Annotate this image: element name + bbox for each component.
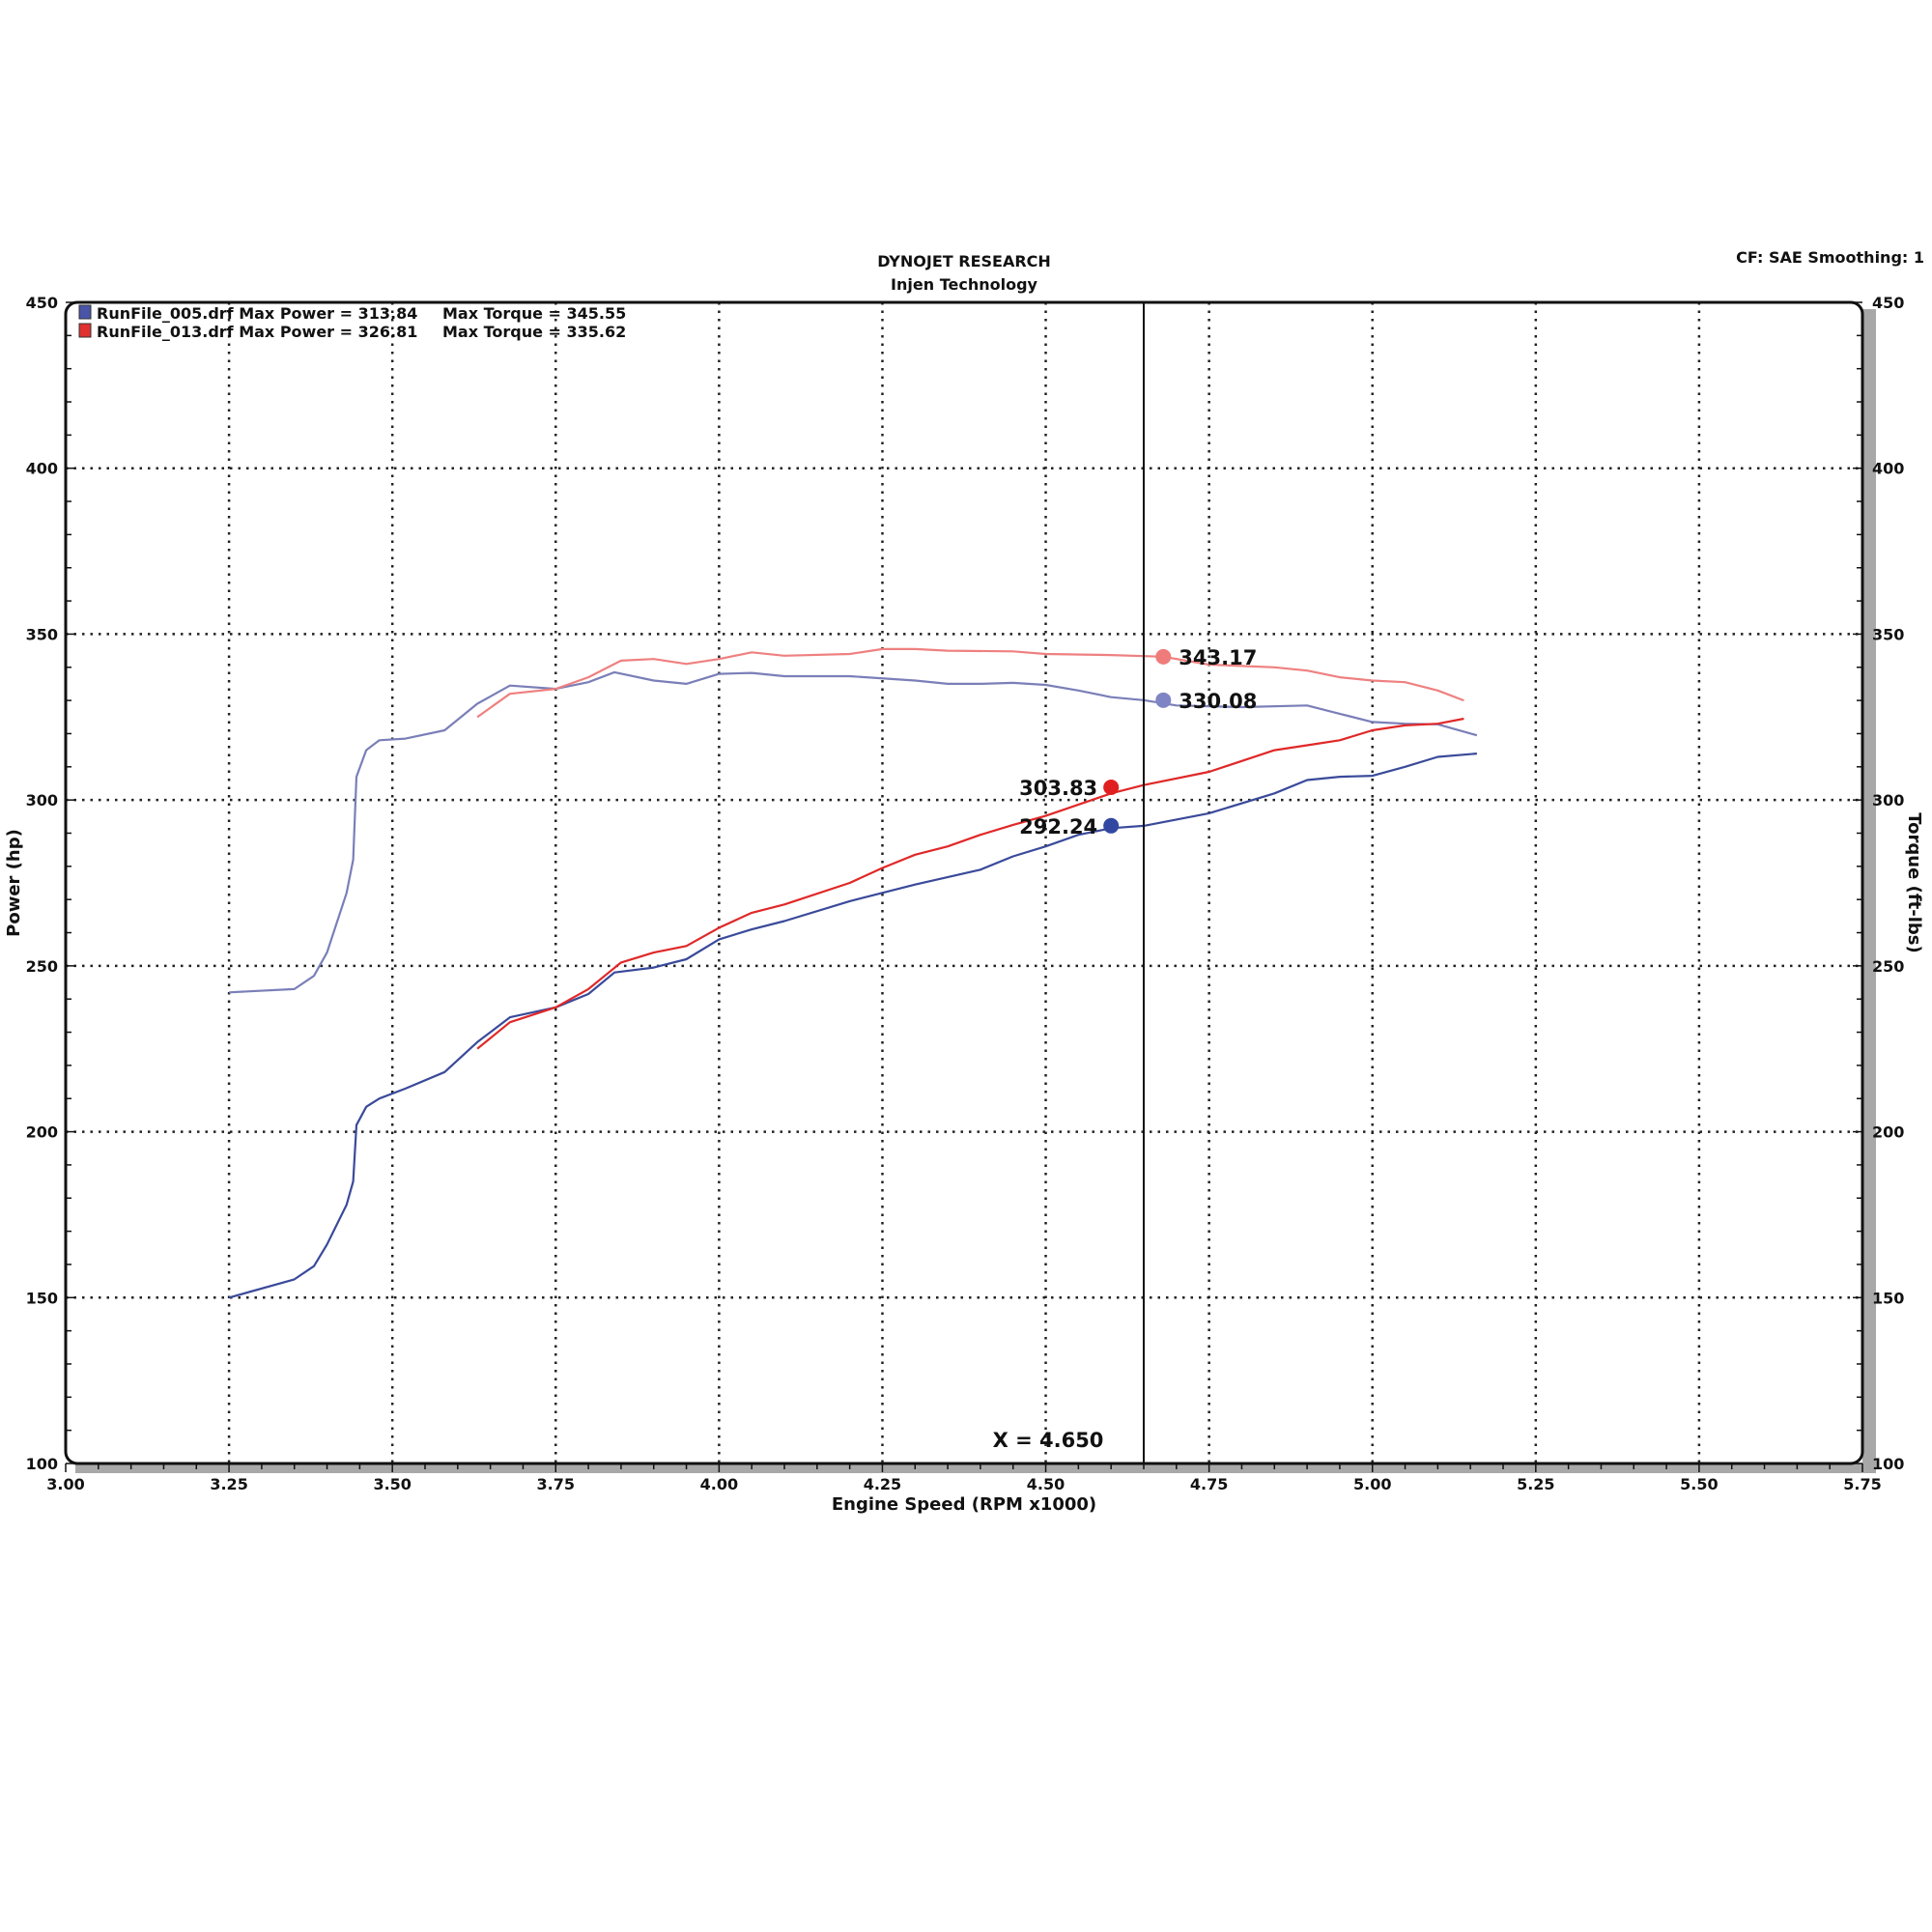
- value-marker-label: 292.24: [1019, 815, 1097, 838]
- legend-run005-power: RunFile_005.drf Max Power = 313.84: [97, 304, 417, 323]
- value-marker: [1155, 648, 1172, 665]
- series-line-2: [228, 753, 1477, 1299]
- value-marker-label: 343.17: [1179, 646, 1257, 669]
- grid: [66, 302, 1862, 1463]
- legend-swatch-run013: [78, 323, 92, 338]
- y-tick-label-left: 250: [26, 957, 58, 976]
- legend-run013-torque: Max Torque = 335.62: [442, 323, 626, 341]
- top-right-note: CF: SAE Smoothing: 1: [1736, 248, 1924, 267]
- y-tick-label-left: 100: [26, 1455, 58, 1473]
- ticks: 3.00 3.25 3.50 3.75 4.00 4.25 4.50 4.75 5.00 5.25…: [26, 294, 1905, 1493]
- y-axis-label-left: Power (hp): [4, 829, 24, 937]
- x-tick-label: 5.75: [1843, 1475, 1881, 1493]
- series-line-3: [476, 717, 1464, 1050]
- x-tick-label: 5.25: [1517, 1475, 1554, 1493]
- chart-subtitle: Injen Technology: [891, 275, 1037, 294]
- y-tick-label-right: 450: [1872, 294, 1904, 312]
- legend-swatch-run005: [78, 304, 92, 320]
- legend-run005-torque: Max Torque = 345.55: [442, 304, 626, 323]
- y-tick-label-right: 200: [1872, 1123, 1904, 1142]
- y-tick-label-left: 450: [26, 294, 58, 312]
- x-axis-label: Engine Speed (RPM x1000): [832, 1494, 1096, 1515]
- legend: RunFile_005.drf Max Power = 313.84 Max T…: [78, 304, 626, 341]
- x-tick-label: 4.50: [1027, 1475, 1065, 1493]
- y-tick-label-right: 150: [1872, 1289, 1904, 1307]
- value-marker: [1103, 817, 1120, 834]
- y-tick-label-right: 250: [1872, 957, 1904, 976]
- series-line-1: [476, 647, 1464, 719]
- series-line-0: [229, 670, 1478, 994]
- y-tick-label-left: 200: [26, 1123, 58, 1142]
- y-tick-label-left: 400: [26, 460, 58, 478]
- x-tick-label: 3.50: [373, 1475, 411, 1493]
- cursor-label: X = 4.650: [993, 1429, 1104, 1452]
- y-tick-label-right: 350: [1872, 625, 1904, 643]
- x-tick-label: 3.75: [537, 1475, 575, 1493]
- value-marker-label: 330.08: [1179, 690, 1257, 713]
- value-marker: [1103, 779, 1120, 795]
- series-group: [228, 647, 1478, 1299]
- plot-frame: [64, 300, 1864, 1465]
- right-axis-shadow: [1862, 309, 1876, 1473]
- x-tick-label: 5.00: [1353, 1475, 1391, 1493]
- x-tick-label: 4.00: [700, 1475, 738, 1493]
- y-axis-label-right: Torque (ft-lbs): [1904, 812, 1924, 952]
- y-tick-label-left: 300: [26, 791, 58, 810]
- y-tick-label-left: 150: [26, 1289, 58, 1307]
- value-marker-label: 303.83: [1019, 777, 1097, 800]
- legend-run013-power: RunFile_013.drf Max Power = 326.81: [97, 323, 417, 341]
- x-tick-label: 4.25: [864, 1475, 901, 1493]
- y-tick-label-left: 350: [26, 625, 58, 643]
- x-tick-label: 3.25: [210, 1475, 247, 1493]
- value-marker: [1155, 692, 1172, 708]
- x-tick-label: 3.00: [46, 1475, 84, 1493]
- y-tick-label-right: 300: [1872, 791, 1904, 810]
- chart-title: DYNOJET RESEARCH: [877, 252, 1051, 270]
- x-tick-label: 4.75: [1190, 1475, 1228, 1493]
- y-tick-label-right: 400: [1872, 460, 1904, 478]
- markers: 343.17 330.08 303.83 292.24: [1019, 646, 1257, 838]
- bottom-axis-shadow: [75, 1463, 1876, 1473]
- x-tick-label: 5.50: [1680, 1475, 1718, 1493]
- y-tick-label-right: 100: [1872, 1455, 1904, 1473]
